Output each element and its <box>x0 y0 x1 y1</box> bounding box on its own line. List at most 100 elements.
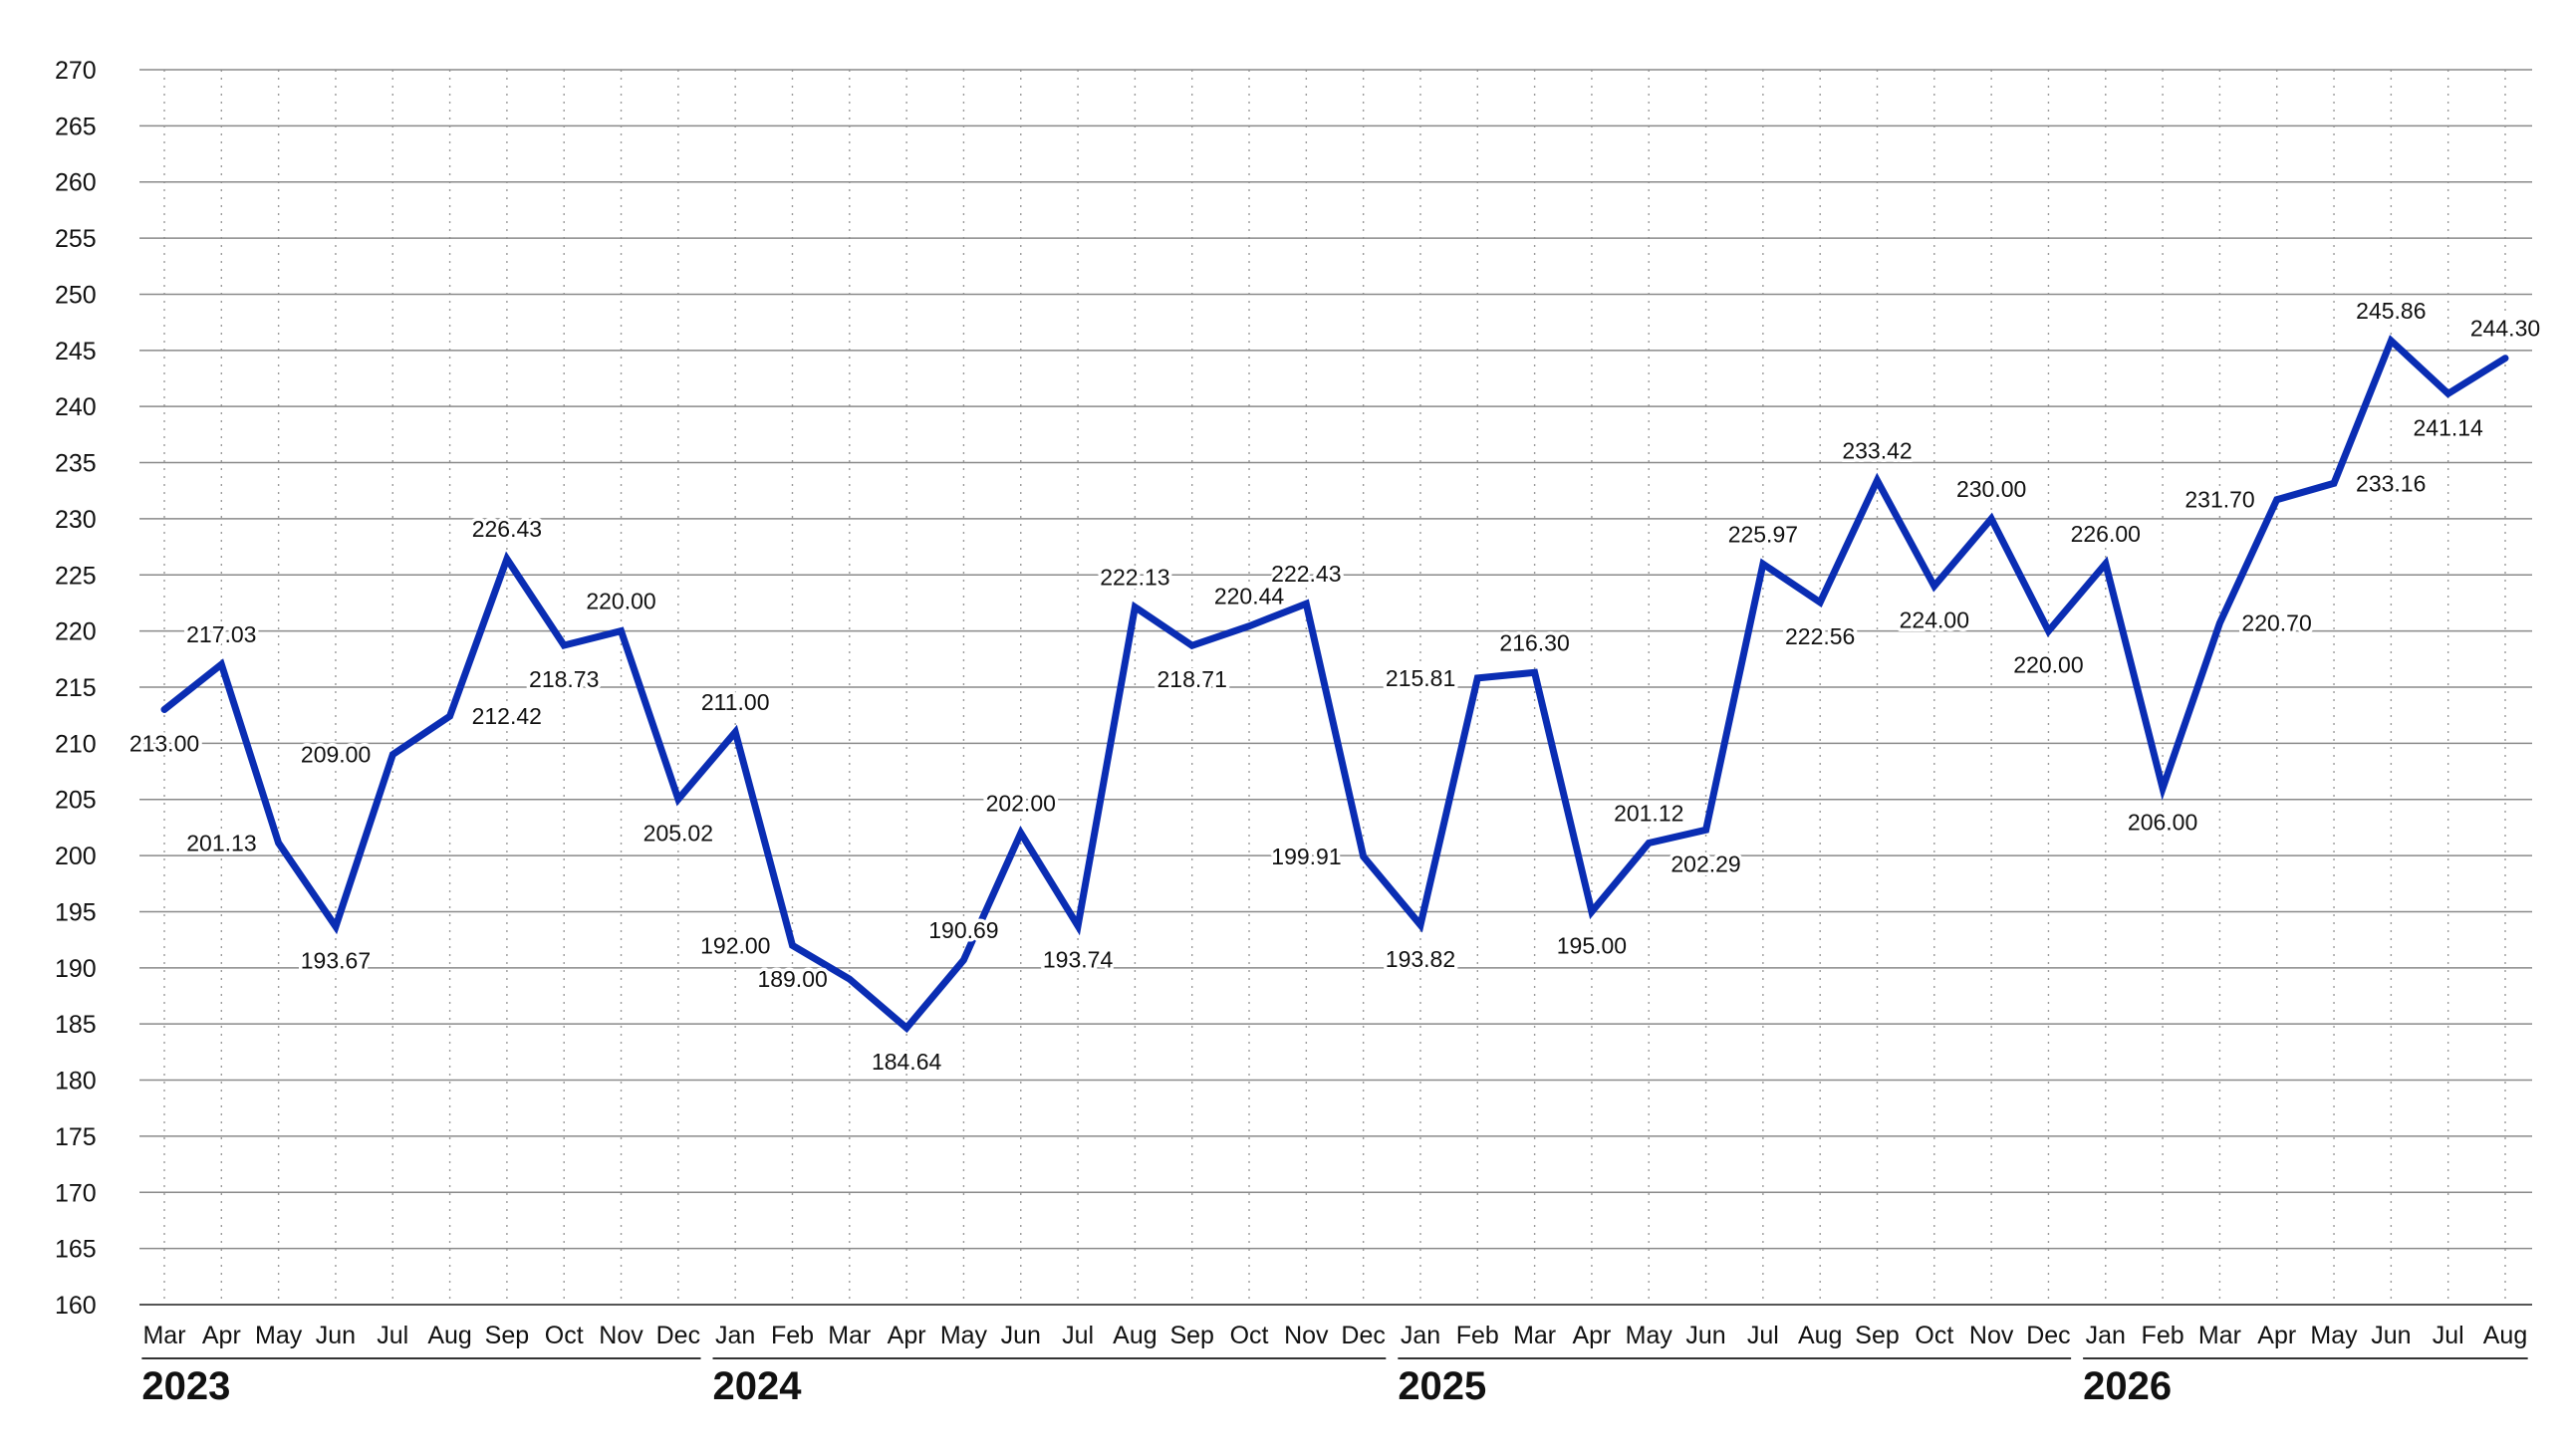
data-label: 222.43 <box>1271 561 1341 587</box>
axis-layer: 160 165 170 175 180 185 190 195 200 205 210 215 220 2… <box>55 57 2528 1408</box>
data-label-halo: 218.73 <box>529 666 599 692</box>
data-label: 202.29 <box>1670 850 1740 876</box>
x-tick-label: Aug <box>1113 1322 1156 1349</box>
data-label-halo: 220.00 <box>2013 652 2083 678</box>
y-tick-label: 215 <box>55 674 97 702</box>
data-label-halo: 233.42 <box>1842 437 1912 463</box>
x-tick-label: Jan <box>2086 1322 2126 1349</box>
data-label-halo: 222.13 <box>1100 565 1169 591</box>
x-tick-label: Jun <box>2371 1322 2411 1349</box>
data-label: 220.00 <box>586 589 655 614</box>
y-tick-label: 185 <box>55 1011 97 1039</box>
data-label: 233.16 <box>2356 470 2426 496</box>
x-tick-label: Nov <box>1969 1322 2014 1349</box>
data-label: 226.43 <box>472 516 542 542</box>
data-label: 193.67 <box>301 947 371 973</box>
data-label-halo: 224.00 <box>1900 607 1969 633</box>
data-label-halo: 231.70 <box>2184 487 2254 513</box>
data-label-halo: 213.00 <box>129 731 199 757</box>
x-tick-label: Apr <box>888 1322 926 1349</box>
x-tick-label: Dec <box>2026 1322 2070 1349</box>
grid-layer <box>139 69 2532 1306</box>
data-label: 211.00 <box>701 689 770 715</box>
x-tick-label: Sep <box>485 1322 529 1349</box>
x-tick-label: Mar <box>828 1322 871 1349</box>
y-tick-label: 170 <box>55 1179 97 1207</box>
data-label: 190.69 <box>928 917 998 943</box>
y-tick-label: 265 <box>55 113 97 140</box>
x-tick-label: Sep <box>1169 1322 1213 1349</box>
data-label: 233.42 <box>1842 437 1912 463</box>
data-label-halo: 233.16 <box>2356 470 2426 496</box>
data-label: 245.86 <box>2356 298 2426 324</box>
y-tick-label: 165 <box>55 1236 97 1264</box>
x-tick-label: May <box>2310 1322 2358 1349</box>
x-tick-label: Oct <box>1915 1322 1953 1349</box>
x-tick-label: Jan <box>1401 1322 1440 1349</box>
y-tick-label: 270 <box>55 57 97 85</box>
data-label-halo: 218.71 <box>1157 666 1227 692</box>
data-label-halo: 189.00 <box>757 966 827 992</box>
x-tick-label: May <box>255 1322 303 1349</box>
y-tick-label: 180 <box>55 1068 97 1095</box>
y-tick-label: 220 <box>55 618 97 646</box>
x-tick-label: Mar <box>2198 1322 2241 1349</box>
x-tick-label: Apr <box>202 1322 241 1349</box>
y-tick-label: 250 <box>55 281 97 309</box>
x-tick-label: Dec <box>1341 1322 1385 1349</box>
series-layer <box>160 335 2509 1034</box>
data-label-halo: 245.86 <box>2356 298 2426 324</box>
data-label-halo: 244.30 <box>2470 316 2540 342</box>
data-label: 201.13 <box>186 830 256 855</box>
data-label-halo: 220.44 <box>1214 584 1285 609</box>
data-label: 224.00 <box>1900 607 1969 633</box>
data-label-halo: 220.00 <box>586 589 655 614</box>
series-line <box>160 335 2509 1034</box>
data-label: 213.00 <box>129 731 199 757</box>
data-label: 195.00 <box>1557 932 1627 958</box>
year-label: 2026 <box>2083 1364 2172 1408</box>
data-label-halo: 241.14 <box>2414 414 2484 440</box>
data-label: 192.00 <box>700 932 770 958</box>
x-tick-label: Feb <box>2142 1322 2184 1349</box>
data-label: 202.00 <box>986 791 1056 817</box>
data-label: 201.12 <box>1614 800 1683 826</box>
data-label: 218.71 <box>1157 666 1227 692</box>
x-tick-label: Oct <box>1230 1322 1269 1349</box>
data-label-halo: 225.97 <box>1728 521 1798 547</box>
y-tick-label: 195 <box>55 898 97 926</box>
x-tick-label: Aug <box>427 1322 471 1349</box>
data-label: 193.82 <box>1386 946 1455 972</box>
data-label-halo: 230.00 <box>1956 476 2026 502</box>
data-label: 241.14 <box>2414 414 2484 440</box>
data-label-halo: 192.00 <box>700 932 770 958</box>
y-tick-label: 230 <box>55 506 97 534</box>
data-label: 215.81 <box>1386 665 1455 691</box>
x-tick-label: May <box>1626 1322 1673 1349</box>
data-label-halo: 202.29 <box>1670 850 1740 876</box>
x-tick-label: Nov <box>599 1322 643 1349</box>
year-label: 2024 <box>713 1364 803 1408</box>
data-label-halo: 199.91 <box>1271 844 1341 869</box>
y-tick-label: 160 <box>55 1292 97 1320</box>
y-tick-label: 205 <box>55 787 97 815</box>
x-tick-label: Nov <box>1284 1322 1329 1349</box>
x-tick-label: Mar <box>142 1322 185 1349</box>
y-tick-label: 225 <box>55 562 97 590</box>
data-label: 209.00 <box>301 742 371 768</box>
data-label-halo: 206.00 <box>2128 809 2197 835</box>
data-label: 216.30 <box>1499 629 1569 655</box>
x-tick-label: Apr <box>1572 1322 1611 1349</box>
data-label-halo: 184.64 <box>872 1049 942 1075</box>
data-label-halo: 201.13 <box>186 830 256 855</box>
data-label-halo: 212.42 <box>472 703 542 729</box>
x-tick-label: Apr <box>2257 1322 2296 1349</box>
x-tick-label: Dec <box>656 1322 700 1349</box>
x-tick-label: Feb <box>771 1322 814 1349</box>
data-label-halo: 202.00 <box>986 791 1056 817</box>
x-tick-label: Mar <box>1513 1322 1556 1349</box>
x-tick-label: May <box>940 1322 988 1349</box>
data-label: 199.91 <box>1271 844 1341 869</box>
data-label: 226.00 <box>2071 521 2141 547</box>
